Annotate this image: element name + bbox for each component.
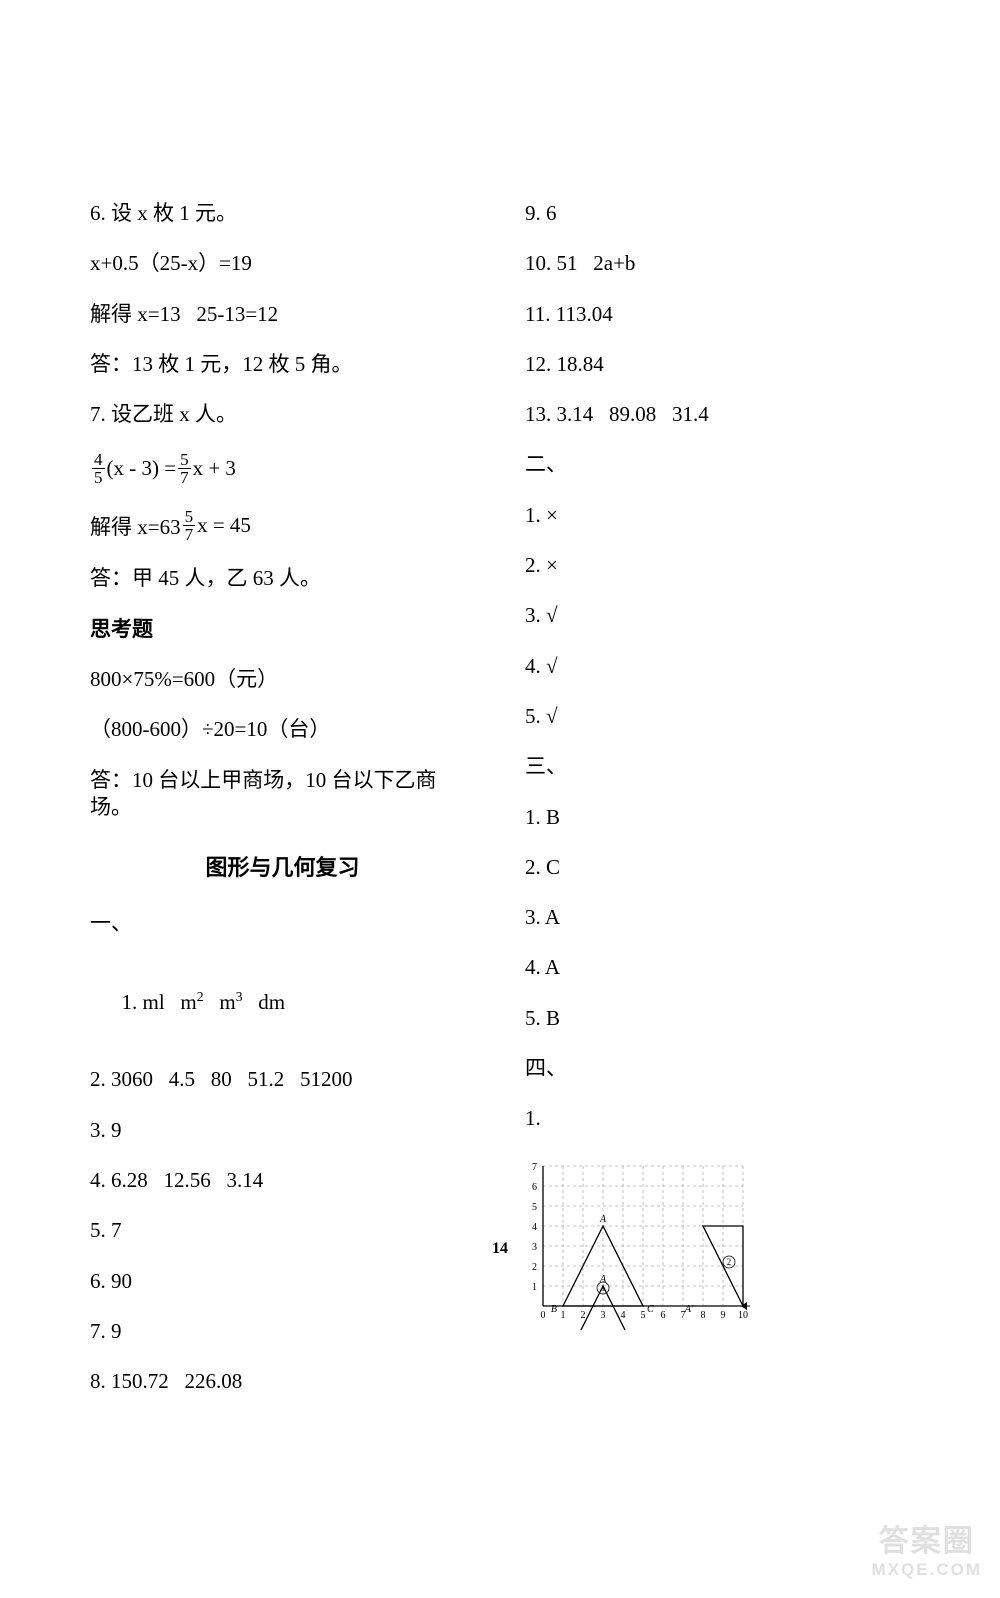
- judge-1: 1. ×: [525, 502, 910, 529]
- section-1-label: 一、: [90, 910, 475, 937]
- svg-text:2: 2: [727, 1257, 732, 1267]
- choice-3: 3. A: [525, 904, 910, 931]
- svg-text:1: 1: [532, 1282, 537, 1293]
- item-7-header: 7. 设乙班 x 人。: [90, 401, 475, 428]
- think-1: 800×75%=600（元）: [90, 666, 475, 693]
- watermark-line2: MXQE.COM: [872, 1560, 982, 1580]
- think-3: 答：10 台以上甲商场，10 台以下乙商场。: [90, 767, 475, 822]
- fraction-5-7: 5 7: [178, 451, 191, 486]
- section-4-label: 四、: [525, 1055, 910, 1082]
- page-number: 14: [0, 1240, 1000, 1258]
- svg-text:C: C: [647, 1304, 654, 1315]
- answer-3: 3. 9: [90, 1117, 475, 1144]
- left-column: 6. 设 x 枚 1 元。 x+0.5（25-x）=19 解得 x=13 25-…: [90, 200, 475, 1419]
- judge-5: 5. √: [525, 703, 910, 730]
- svg-text:4: 4: [621, 1310, 626, 1321]
- item-6-equation: x+0.5（25-x）=19: [90, 250, 475, 277]
- choice-2: 2. C: [525, 854, 910, 881]
- answer-7: 7. 9: [90, 1318, 475, 1345]
- section-2-label: 二、: [525, 451, 910, 478]
- svg-text:1: 1: [561, 1310, 566, 1321]
- svg-text:A': A': [684, 1304, 694, 1315]
- item-7-equation: 4 5 (x - 3) = 5 7 x + 3: [90, 451, 475, 486]
- choice-4: 4. A: [525, 954, 910, 981]
- svg-text:4: 4: [532, 1222, 537, 1233]
- svg-text:9: 9: [721, 1310, 726, 1321]
- svg-text:2: 2: [581, 1310, 586, 1321]
- watermark: 答案圈 MXQE.COM: [872, 1516, 982, 1580]
- choice-5: 5. B: [525, 1005, 910, 1032]
- section-title: 图形与几何复习: [90, 850, 475, 882]
- choice-1: 1. B: [525, 804, 910, 831]
- watermark-line1: 答案圈: [872, 1516, 982, 1560]
- svg-text:A: A: [599, 1214, 607, 1225]
- svg-text:3: 3: [601, 1310, 606, 1321]
- fraction-4-5: 4 5: [92, 451, 105, 486]
- item-7-answer: 答：甲 45 人，乙 63 人。: [90, 565, 475, 592]
- answer-9: 9. 6: [525, 200, 910, 227]
- answer-13: 13. 3.14 89.08 31.4: [525, 401, 910, 428]
- think-2: （800-600）÷20=10（台）: [90, 716, 475, 743]
- answer-8: 8. 150.72 226.08: [90, 1368, 475, 1395]
- svg-text:8: 8: [701, 1310, 706, 1321]
- answer-12: 12. 18.84: [525, 351, 910, 378]
- item-7-solve: 解得 x=63 5 7 x = 45: [90, 508, 475, 543]
- svg-text:7: 7: [532, 1162, 537, 1173]
- svg-text:5: 5: [532, 1202, 537, 1213]
- answer-10: 10. 51 2a+b: [525, 250, 910, 277]
- svg-text:A: A: [599, 1274, 607, 1285]
- answer-4: 4. 6.28 12.56 3.14: [90, 1167, 475, 1194]
- svg-text:5: 5: [641, 1310, 646, 1321]
- judge-4: 4. √: [525, 653, 910, 680]
- question-4-1: 1.: [525, 1105, 910, 1132]
- item-6-answer: 答：13 枚 1 元，12 枚 5 角。: [90, 351, 475, 378]
- item-6-header: 6. 设 x 枚 1 元。: [90, 200, 475, 227]
- svg-text:B: B: [551, 1304, 557, 1315]
- fraction-5-7b: 5 7: [183, 508, 196, 543]
- answer-2: 2. 3060 4.5 80 51.2 51200: [90, 1066, 475, 1093]
- judge-2: 2. ×: [525, 552, 910, 579]
- svg-text:2: 2: [532, 1262, 537, 1273]
- section-3-label: 三、: [525, 753, 910, 780]
- right-column: 9. 6 10. 51 2a+b 11. 113.04 12. 18.84 13…: [525, 200, 910, 1419]
- svg-text:0: 0: [541, 1310, 546, 1321]
- svg-text:10: 10: [738, 1310, 748, 1321]
- judge-3: 3. √: [525, 602, 910, 629]
- svg-text:6: 6: [532, 1182, 537, 1193]
- item-6-solve: 解得 x=13 25-13=12: [90, 301, 475, 328]
- svg-text:6: 6: [661, 1310, 666, 1321]
- think-label: 思考题: [90, 616, 475, 643]
- answer-11: 11. 113.04: [525, 301, 910, 328]
- answer-6: 6. 90: [90, 1268, 475, 1295]
- answer-1: 1. ml m2 m3 dm: [90, 961, 475, 1044]
